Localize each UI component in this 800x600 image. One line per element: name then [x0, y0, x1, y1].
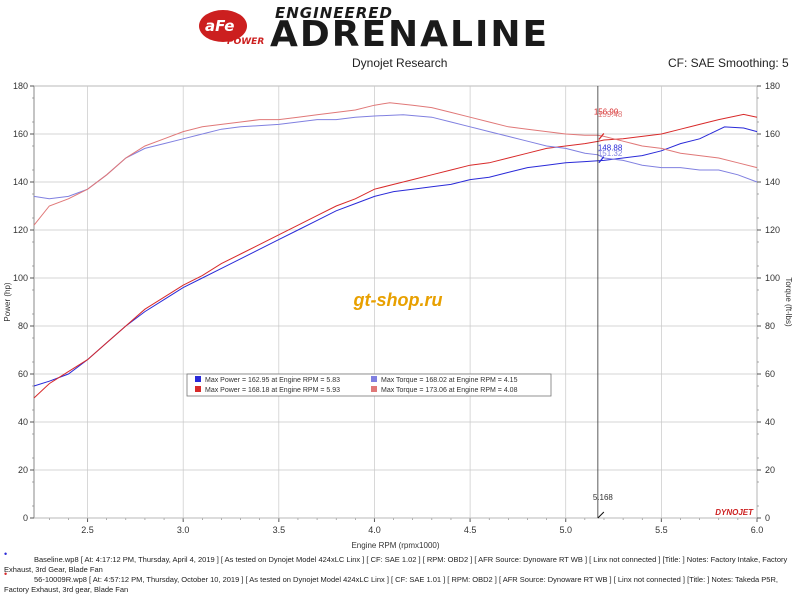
legend-swatch: [371, 376, 377, 382]
series-line-1: [33, 113, 758, 399]
series-line-3: [33, 102, 758, 226]
y-tick-label-left: 180: [13, 81, 28, 91]
afe-logo-icon: aFe POWER: [199, 10, 264, 46]
y-tick-label-right: 80: [765, 321, 775, 331]
svg-text:POWER: POWER: [227, 37, 264, 46]
legend-entry: Max Power = 168.18 at Engine RPM = 5.93: [205, 387, 340, 394]
x-axis-label: Engine RPM (rpmx1000): [351, 541, 439, 550]
y-tick-label-left: 40: [18, 417, 28, 427]
footer-line-modified: 56-10009R.wp8 [ At: 4:57:12 PM, Thursday…: [34, 575, 778, 584]
dyno-chart: 2.5 3.0 3.5 4.0 4.5 5.0 5.5 6.00204060801001201…: [3, 81, 793, 550]
footer-line-modified-cont: Factory Exhaust, 3rd gear, Blade Fan: [4, 585, 129, 594]
y-tick-label-right: 100: [765, 273, 780, 283]
y-tick-label-right: 40: [765, 417, 775, 427]
svg-text:aFe: aFe: [205, 17, 234, 35]
series-line-0: [33, 126, 758, 387]
chart-correction: CF: SAE Smoothing: 5: [668, 56, 789, 70]
footer-line-baseline-cont: Exhaust, 3rd Gear, Blade Fan: [4, 565, 103, 574]
y-tick-label-right: 180: [765, 81, 780, 91]
legend-entry: Max Power = 162.95 at Engine RPM = 5.83: [205, 377, 340, 384]
y-tick-label-left: 100: [13, 273, 28, 283]
y-tick-label-left: 80: [18, 321, 28, 331]
y-tick-label-left: 120: [13, 225, 28, 235]
y-tick-label-right: 140: [765, 177, 780, 187]
x-tick-label: 3.0: [177, 525, 190, 535]
y-tick-label-left: 0: [23, 513, 28, 523]
y-tick-label-right: 0: [765, 513, 770, 523]
y-tick-label-right: 160: [765, 129, 780, 139]
cursor-value-label: 148.88: [598, 144, 623, 153]
brand-adrenaline: ADRENALINE: [270, 14, 550, 55]
watermark-text: gt-shop.ru: [353, 290, 443, 310]
y-tick-label-right: 60: [765, 369, 775, 379]
x-tick-label: 4.0: [368, 525, 381, 535]
legend-swatch: [371, 386, 377, 392]
cursor-x-label: 5.168: [593, 493, 614, 502]
header: aFe POWER ENGINEERED ADRENALINE Dynojet …: [0, 0, 800, 80]
y-tick-label-left: 160: [13, 129, 28, 139]
legend-box: [186, 373, 552, 397]
brand-engineered: ENGINEERED: [275, 4, 393, 22]
y-tick-label-left: 140: [13, 177, 28, 187]
legend-entry: Max Torque = 168.02 at Engine RPM = 4.15: [381, 377, 518, 384]
cursor-value-label: 151.32: [598, 149, 623, 158]
cursor-pointer-blue: [598, 156, 605, 164]
x-tick-label: 4.5: [464, 525, 477, 535]
cursor-value-label: 156.90: [594, 107, 619, 116]
chart-source: Dynojet Research: [352, 56, 448, 70]
cursor-arrow: [597, 511, 605, 519]
y-tick-label-left: 60: [18, 369, 28, 379]
x-tick-label: 5.5: [655, 525, 668, 535]
x-tick-label: 6.0: [751, 525, 764, 535]
x-tick-label: 2.5: [81, 525, 94, 535]
x-tick-label: 3.5: [273, 525, 286, 535]
run-marker-baseline: •: [4, 549, 8, 559]
y-axis-label-left: Power (hp): [3, 282, 12, 321]
dynojet-logo-text: DYNOJET: [715, 508, 754, 517]
legend-entry: Max Torque = 173.06 at Engine RPM = 4.08: [381, 387, 518, 394]
series-line-2: [33, 114, 758, 200]
y-tick-label-right: 120: [765, 225, 780, 235]
legend-swatch: [195, 386, 201, 392]
y-axis-label-right: Torque (ft-lbs): [784, 277, 793, 327]
y-tick-label-right: 20: [765, 465, 775, 475]
x-tick-label: 5.0: [559, 525, 572, 535]
run-marker-modified: •: [4, 569, 8, 579]
plot-area: [33, 85, 758, 519]
cursor-value-label: 159.48: [598, 110, 623, 119]
legend-swatch: [195, 376, 201, 382]
footer-line-baseline: Baseline.wp8 [ At: 4:17:12 PM, Thursday,…: [34, 555, 788, 564]
cursor-pointer-red: [598, 133, 605, 140]
y-tick-label-left: 20: [18, 465, 28, 475]
